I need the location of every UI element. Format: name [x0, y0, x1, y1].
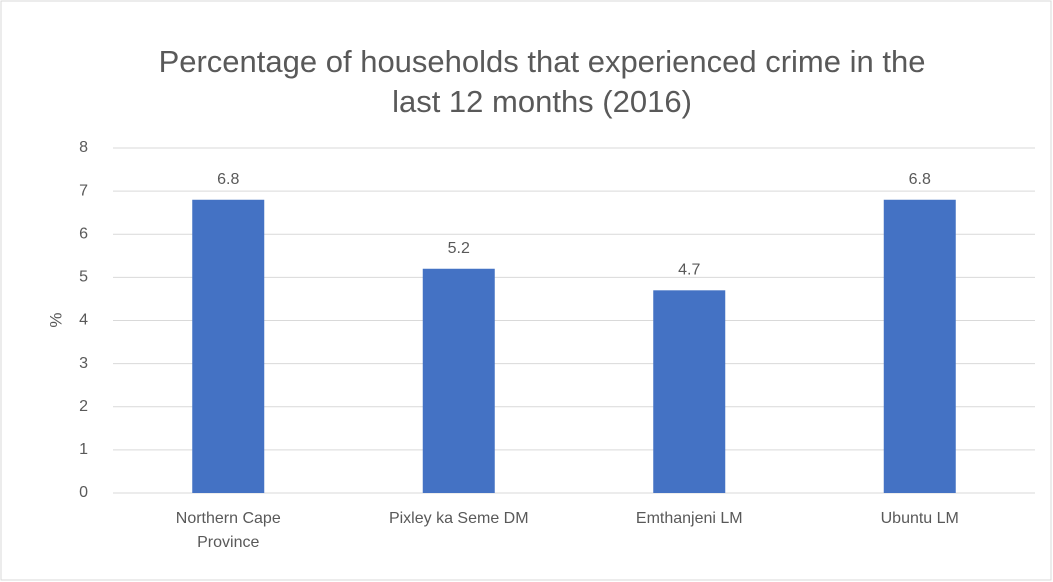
y-tick-label: 2 [79, 398, 88, 415]
data-label: 4.7 [678, 262, 700, 279]
bar [883, 199, 956, 493]
x-tick-label: Emthanjeni LM [635, 510, 743, 527]
bar [192, 199, 265, 493]
x-tick-label: Pixley ka Seme DM [388, 510, 529, 527]
y-tick-label: 4 [79, 312, 88, 329]
y-tick-label: 5 [79, 269, 88, 286]
chart-title: Percentage of households that experience… [158, 44, 926, 119]
y-axis-label: % [46, 312, 65, 327]
data-label: 6.8 [217, 171, 239, 188]
y-tick-label: 6 [79, 225, 88, 242]
y-tick-label: 0 [79, 484, 88, 501]
x-tick-label: Northern Cape Province [175, 510, 281, 551]
data-label: 5.2 [448, 240, 470, 257]
data-label: 6.8 [909, 171, 931, 188]
bar [422, 268, 495, 493]
bar [653, 290, 726, 493]
y-tick-label: 1 [79, 441, 88, 458]
x-tick-label: Ubuntu LM [880, 510, 959, 527]
y-tick-label: 3 [79, 355, 88, 372]
y-tick-label: 7 [79, 182, 88, 199]
y-tick-label: 8 [79, 139, 88, 156]
